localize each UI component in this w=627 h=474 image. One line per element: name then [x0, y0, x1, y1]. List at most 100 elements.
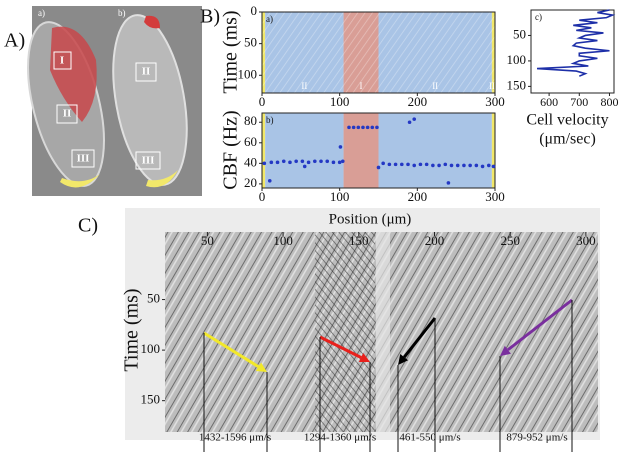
cell-a	[27, 21, 105, 188]
region-band	[378, 113, 492, 188]
data-point	[306, 160, 311, 165]
data-point	[381, 161, 385, 166]
y-tick-label: 20	[244, 175, 257, 190]
x-tick-label: 50	[201, 233, 214, 248]
data-point	[275, 160, 280, 165]
x-tick-label: 100	[330, 94, 350, 109]
y-tick-label: 0	[251, 3, 258, 18]
data-point	[340, 159, 345, 164]
y-tick-label: 100	[507, 52, 527, 67]
arrow-head	[398, 354, 409, 365]
data-point	[412, 163, 417, 168]
y-axis-label: CBF (Hz)	[220, 110, 242, 189]
data-point	[302, 164, 307, 169]
velocity-label: 461-550 μm/s	[399, 432, 460, 444]
data-point	[331, 160, 336, 165]
data-point	[474, 163, 479, 168]
y-tick-label: 60	[244, 134, 257, 149]
data-point	[319, 159, 323, 164]
region-label: III	[142, 155, 155, 167]
y-tick-label: 100	[238, 66, 258, 81]
x-tick-label: 200	[408, 189, 428, 204]
panel-label: A)	[4, 30, 25, 52]
data-point	[269, 160, 274, 165]
x-tick-label: 100	[273, 233, 293, 248]
data-point	[412, 117, 417, 121]
data-point	[387, 162, 392, 167]
data-point	[424, 162, 429, 167]
x-axis-label: (μm/sec)	[539, 131, 596, 148]
data-point	[370, 125, 375, 130]
data-point	[365, 125, 370, 130]
data-point	[338, 145, 343, 149]
region-label: II	[142, 66, 151, 78]
x-tick-label: 600	[540, 95, 558, 109]
panel-label: C)	[78, 215, 98, 237]
data-point	[294, 159, 298, 164]
data-point	[431, 163, 435, 168]
data-point	[443, 162, 448, 167]
region-label: II	[63, 108, 72, 120]
plot-frame	[261, 112, 496, 189]
cell-label: a)	[38, 8, 45, 18]
annotation-arrow	[506, 298, 573, 352]
arrow-head	[255, 362, 267, 372]
cell-label: b)	[118, 8, 126, 18]
data-point	[418, 162, 423, 167]
region-band	[262, 113, 266, 188]
data-point	[288, 160, 292, 165]
cell-b	[112, 14, 188, 188]
data-point	[486, 163, 491, 168]
annotation-arrow	[403, 317, 437, 359]
panel-label: B)	[200, 6, 220, 28]
data-point	[267, 179, 272, 183]
y-tick-label: 50	[513, 26, 526, 41]
x-tick-label: 800	[600, 95, 618, 109]
x-tick-label: 250	[500, 233, 520, 248]
x-tick-label: 100	[330, 189, 350, 204]
data-point	[437, 163, 441, 168]
region-label: III	[77, 153, 90, 165]
kymograph-image	[315, 232, 375, 432]
data-point	[375, 125, 379, 130]
data-point	[480, 164, 485, 169]
plot-label: a)	[266, 14, 273, 24]
data-point	[300, 159, 305, 164]
data-point	[356, 125, 361, 130]
data-point	[325, 159, 330, 164]
data-point	[337, 160, 342, 165]
velocity-label: 879-952 μm/s	[506, 432, 567, 444]
y-tick-label: 150	[141, 392, 161, 407]
x-axis-label: Cell velocity	[526, 112, 608, 129]
x-tick-label: 300	[485, 94, 505, 109]
region-band	[265, 113, 344, 188]
data-point	[462, 163, 466, 168]
plot-frame	[530, 9, 615, 94]
data-point	[347, 125, 351, 130]
y-tick-label: 80	[244, 113, 257, 128]
region-label: I	[60, 55, 64, 67]
region-band	[491, 113, 495, 188]
data-point	[407, 120, 412, 125]
data-point	[393, 162, 398, 167]
x-tick-label: 700	[570, 95, 588, 109]
annotation-arrow	[319, 335, 362, 359]
x-tick-label: 200	[425, 233, 445, 248]
arrow-head	[500, 345, 511, 356]
x-tick-label: 0	[259, 94, 266, 109]
kymograph-texture	[262, 12, 495, 93]
y-axis-label: Time (ms)	[121, 288, 143, 371]
data-point	[406, 162, 410, 167]
velocity-label: 1432-1596 μm/s	[199, 432, 271, 444]
data-point	[449, 163, 454, 168]
y-tick-label: 50	[147, 291, 160, 306]
x-tick-label: 300	[576, 233, 596, 248]
y-tick-label: 40	[244, 154, 257, 169]
data-point	[400, 162, 404, 167]
data-point	[351, 125, 356, 130]
plot-label: b)	[266, 115, 274, 125]
data-point	[376, 165, 381, 170]
data-point	[313, 159, 317, 164]
data-point	[455, 163, 460, 168]
